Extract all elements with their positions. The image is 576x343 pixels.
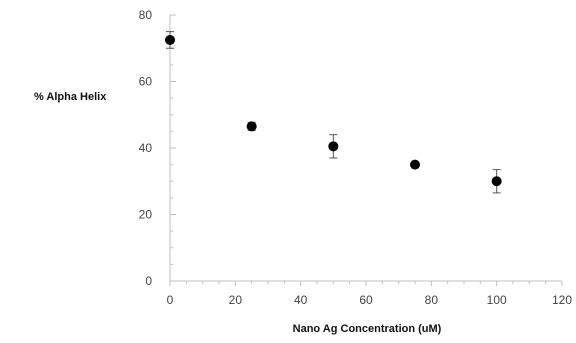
data-point [246,121,257,132]
y-tick-label: 80 [139,8,153,22]
x-tick-label: 120 [552,293,572,307]
data-points [165,34,502,187]
x-tick-label: 80 [425,293,439,307]
x-tick-label: 0 [167,293,174,307]
x-axis-title: Nano Ag Concentration (uM) [293,323,442,335]
y-tick-label: 20 [139,208,153,222]
data-point [328,141,339,152]
data-point [165,34,175,45]
data-point [491,176,502,187]
data-point [410,159,420,170]
y-axis-title: % Alpha Helix [34,91,107,103]
axes [169,14,563,286]
x-tick-label: 20 [229,293,243,307]
tick-labels: 0 20 40 60 80 0 20 40 60 80 100 120 [139,8,573,307]
y-tick-label: 0 [145,274,152,288]
x-tick-label: 40 [294,293,308,307]
error-bars [166,31,501,194]
x-tick-label: 60 [359,293,373,307]
y-tick-label: 40 [139,141,153,155]
x-tick-label: 100 [487,293,507,307]
y-tick-label: 60 [139,75,153,89]
